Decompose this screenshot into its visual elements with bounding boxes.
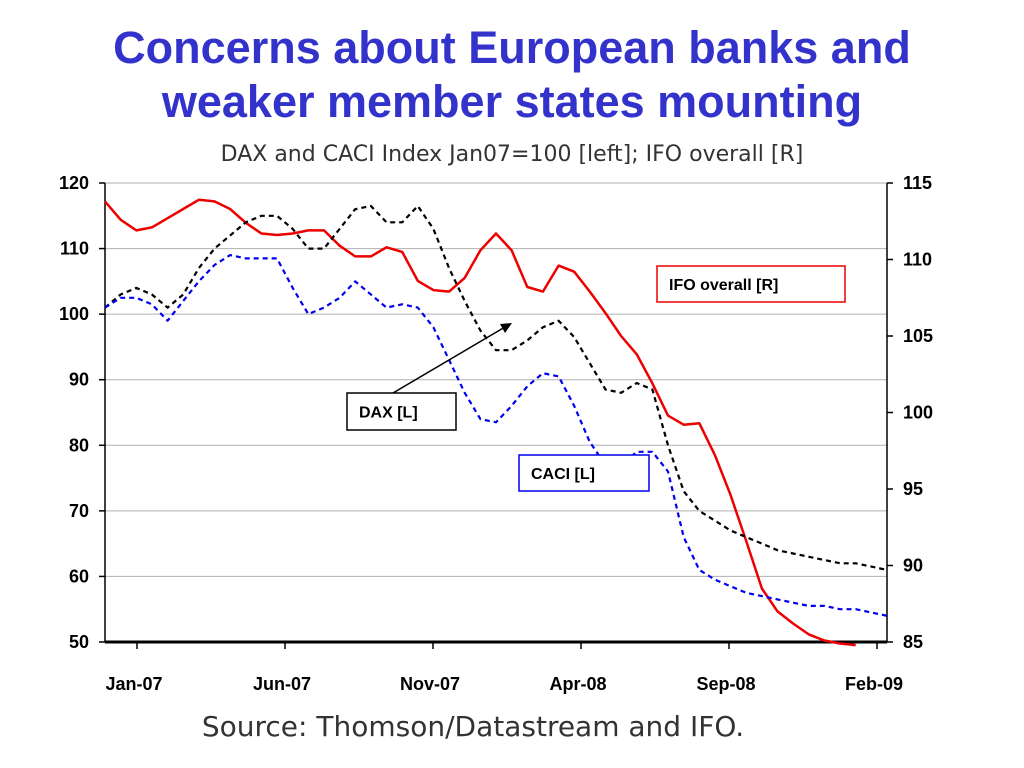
y-left-tick-label: 50 <box>69 632 89 652</box>
y-right-tick-label: 100 <box>903 403 933 423</box>
annotation-box-caci <box>518 454 650 492</box>
x-tick-label: Sep-08 <box>696 674 755 694</box>
source-note: Source: Thomson/Datastream and IFO. <box>201 710 745 743</box>
x-tick-label: Jun-07 <box>253 674 311 694</box>
y-right-tick-label: 95 <box>903 479 923 499</box>
series-line-ifo-overall-r <box>104 198 856 647</box>
slide-title-line1: Concerns about European banks and <box>113 22 911 73</box>
y-left-tick-label: 90 <box>69 370 89 390</box>
gridlines <box>105 182 887 577</box>
series-line-dax-l <box>104 204 888 571</box>
x-tick-label: Jan-07 <box>105 674 162 694</box>
series-lines <box>104 198 888 647</box>
annotation-box-ifo <box>656 265 846 303</box>
annotation-label-dax: DAX [L] <box>359 405 418 422</box>
slide-title-line2: weaker member states mounting <box>161 76 863 127</box>
y-left-tick-label: 80 <box>69 435 89 455</box>
annotation-arrowhead <box>500 323 512 333</box>
y-right-tick-label: 85 <box>903 632 923 652</box>
y-right-tick-label: 90 <box>903 556 923 576</box>
y-right-tick-label: 110 <box>903 250 932 270</box>
x-tick-label: Nov-07 <box>400 674 460 694</box>
annotation-box-dax <box>346 392 457 431</box>
y-left-tick-label: 110 <box>60 239 89 259</box>
y-right-tick-label: 105 <box>903 326 933 346</box>
annotation-arrow-line <box>392 326 506 394</box>
axes: 50 60 70 80 90 100 110 120 85 90 95 100 105 110 115 Jan… <box>59 173 933 694</box>
x-tick-label: Feb-09 <box>845 674 903 694</box>
annotation-label-caci: CACI [L] <box>531 466 595 483</box>
annotations: IFO overall [R] DAX [L] CACI [L] <box>346 265 846 492</box>
series-line-caci-l <box>104 254 888 617</box>
y-left-tick-label: 70 <box>69 501 89 521</box>
annotation-label-ifo: IFO overall [R] <box>669 277 778 294</box>
y-left-tick-label: 120 <box>59 173 89 193</box>
chart-subtitle: DAX and CACI Index Jan07=100 [left]; IFO… <box>220 142 804 167</box>
y-left-tick-label: 60 <box>69 566 89 586</box>
y-left-tick-label: 100 <box>59 304 89 324</box>
y-right-tick-label: 115 <box>903 173 932 193</box>
x-tick-label: Apr-08 <box>549 674 606 694</box>
